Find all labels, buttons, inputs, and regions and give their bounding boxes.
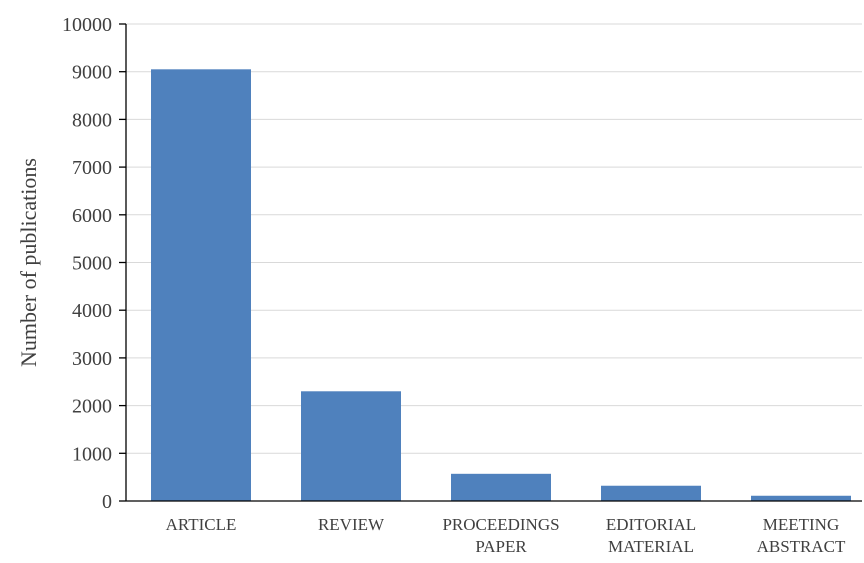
y-tick-label: 10000 (62, 14, 112, 36)
x-tick-label: PAPER (475, 537, 527, 556)
y-tick-label: 3000 (72, 348, 112, 370)
x-tick-label: EDITORIAL (606, 515, 696, 534)
y-tick-label: 7000 (72, 157, 112, 179)
bar (301, 391, 401, 501)
y-tick-label: 1000 (72, 443, 112, 465)
y-axis-ticks: 0 1000 2000 3000 4000 5000 6000 7000 8000 9000 100… (62, 14, 126, 513)
x-tick-label: ARTICLE (166, 515, 237, 534)
bar (751, 495, 851, 501)
x-axis-ticks: ARTICLE REVIEW PROCEEDINGS PAPER EDITORIAL MA… (166, 515, 846, 556)
y-tick-label: 5000 (72, 253, 112, 275)
bars (151, 69, 851, 501)
y-tick-label: 4000 (72, 300, 112, 322)
x-tick-label: MEETING (763, 515, 839, 534)
y-tick-label: 0 (102, 491, 112, 513)
x-tick-label: REVIEW (318, 515, 385, 534)
x-tick-label: MATERIAL (608, 537, 694, 556)
x-tick-label: ABSTRACT (757, 537, 846, 556)
y-axis-title: Number of publications (16, 158, 41, 367)
bar (601, 485, 701, 501)
y-tick-label: 9000 (72, 62, 112, 84)
x-tick-label: PROCEEDINGS (442, 515, 559, 534)
y-tick-label: 8000 (72, 109, 112, 131)
y-tick-label: 2000 (72, 396, 112, 418)
bar (451, 473, 551, 501)
y-tick-label: 6000 (72, 205, 112, 227)
bar (151, 69, 251, 501)
